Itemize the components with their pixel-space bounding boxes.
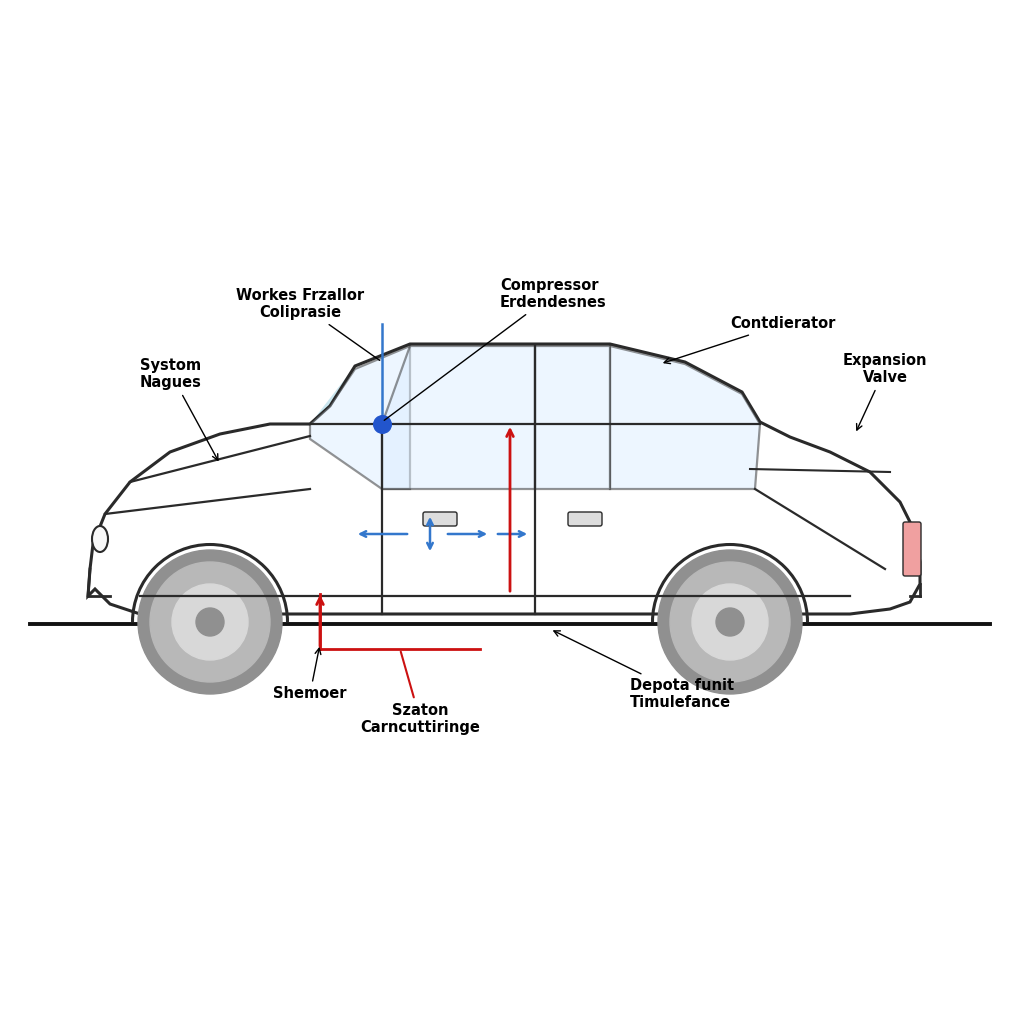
FancyBboxPatch shape (423, 512, 457, 526)
Text: Depota funit
Timulefance: Depota funit Timulefance (554, 631, 734, 711)
Circle shape (658, 550, 802, 694)
Circle shape (716, 608, 744, 636)
Circle shape (670, 562, 790, 682)
Text: Contdierator: Contdierator (665, 316, 836, 364)
FancyBboxPatch shape (903, 522, 921, 575)
Polygon shape (382, 346, 535, 489)
Circle shape (196, 608, 224, 636)
Polygon shape (610, 346, 760, 489)
Polygon shape (92, 424, 310, 614)
Text: Szaton
Carncuttiringe: Szaton Carncuttiringe (360, 651, 480, 735)
Ellipse shape (92, 526, 108, 552)
Text: Shemoer: Shemoer (273, 648, 347, 701)
Text: Workes Frzallor
Coliprasie: Workes Frzallor Coliprasie (236, 288, 380, 360)
Circle shape (172, 584, 248, 660)
Circle shape (150, 562, 270, 682)
Polygon shape (88, 344, 920, 614)
Circle shape (138, 550, 282, 694)
Polygon shape (535, 346, 610, 489)
Text: Compressor
Erdendesnes: Compressor Erdendesnes (384, 278, 607, 420)
Text: Systom
Nagues: Systom Nagues (140, 357, 218, 460)
Text: Expansion
Valve: Expansion Valve (843, 353, 928, 430)
Polygon shape (310, 344, 535, 614)
FancyBboxPatch shape (568, 512, 602, 526)
Circle shape (692, 584, 768, 660)
Point (374, 416, 390, 432)
Polygon shape (310, 346, 410, 489)
